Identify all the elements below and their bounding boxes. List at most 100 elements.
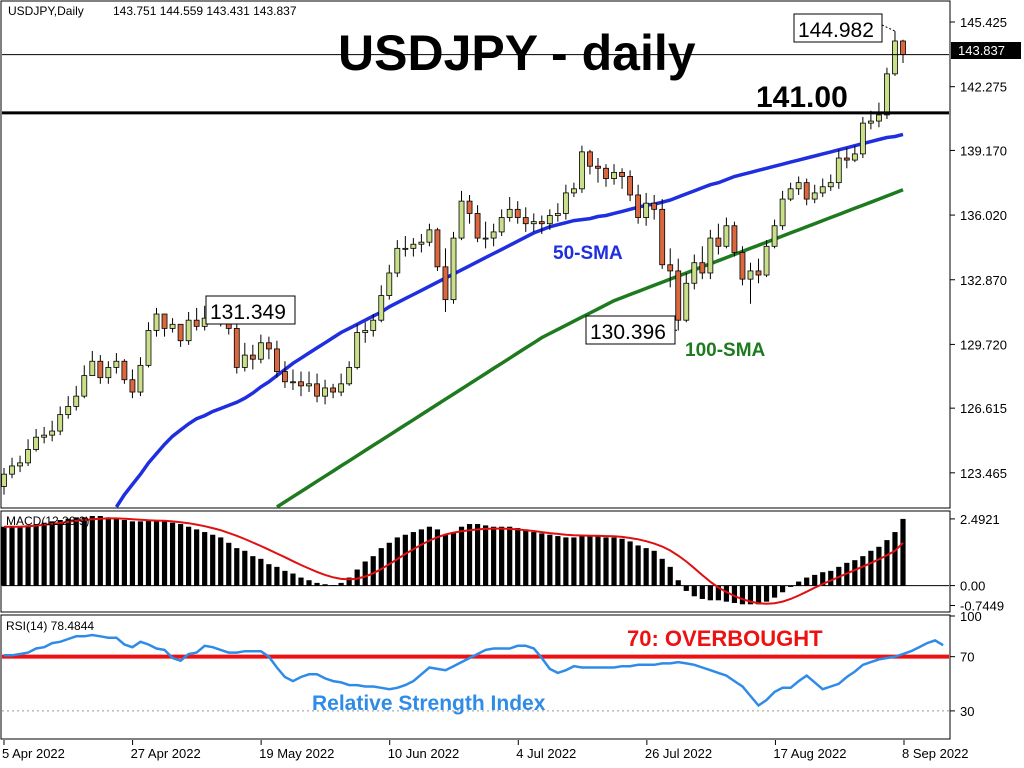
macd-bar: [65, 518, 71, 586]
candle: [442, 248, 449, 312]
macd-y-axis: 2.4921 0.00 -0.7449: [950, 512, 1004, 614]
candle: [739, 246, 746, 286]
candle: [619, 168, 625, 189]
candle: [884, 67, 890, 120]
candle: [579, 145, 585, 193]
bull-candle-body: [835, 157, 842, 184]
macd-bar: [563, 537, 569, 586]
bear-candle-body: [314, 383, 320, 397]
candle: [402, 236, 409, 257]
macd-bar: [378, 548, 384, 586]
macd-bar: [25, 525, 31, 586]
candle: [370, 314, 377, 337]
macd-bar: [458, 526, 465, 586]
macd-bar: [226, 542, 232, 586]
candle: [241, 342, 248, 372]
bull-candle-body: [707, 237, 714, 274]
macd-bar: [683, 585, 689, 591]
bear-candle-body: [282, 371, 288, 383]
candle: [410, 238, 417, 257]
candle: [843, 147, 850, 169]
macd-bar: [483, 525, 489, 586]
candle: [530, 213, 537, 232]
candle: [771, 219, 778, 249]
bull-candle-body: [747, 270, 754, 280]
macd-bar: [667, 566, 673, 586]
candle: [715, 223, 722, 255]
bear-candle-body: [731, 225, 738, 253]
candle: [892, 31, 898, 76]
bull-candle-body: [354, 332, 361, 368]
rsi-y-tick-label: 30: [960, 704, 974, 719]
macd-bar: [571, 537, 577, 586]
bull-candle-body: [426, 229, 433, 243]
macd-bar: [603, 537, 609, 586]
macd-bar: [828, 570, 834, 586]
candle: [434, 227, 441, 271]
candle: [346, 361, 353, 386]
candle: [177, 323, 184, 347]
macd-bar: [555, 536, 561, 586]
candle: [506, 197, 513, 222]
macd-bar: [354, 569, 360, 586]
bull-candle-body: [691, 262, 698, 284]
macd-bar: [177, 524, 184, 586]
candle: [105, 361, 112, 384]
macd-bar: [274, 566, 280, 586]
bull-candle-body: [338, 383, 345, 393]
macd-bar: [523, 529, 529, 586]
candle: [330, 383, 336, 399]
macd-y-tick-label: 2.4921: [960, 512, 1000, 527]
candle: [65, 396, 72, 419]
bull-candle-body: [17, 462, 23, 467]
x-tick-label: 10 Jun 2022: [388, 746, 460, 761]
bull-candle-body: [257, 342, 264, 360]
macd-bar: [731, 585, 738, 603]
candle: [611, 164, 617, 185]
bull-candle-body: [410, 243, 417, 249]
macd-bar: [723, 585, 730, 602]
price-y-tick-label: 145.425: [960, 15, 1007, 30]
candle: [651, 194, 658, 220]
macd-bar: [186, 526, 192, 586]
macd-bar: [370, 556, 376, 586]
candle: [731, 221, 738, 257]
macd-bar: [426, 526, 433, 586]
macd-bar: [73, 517, 79, 586]
macd-bar: [9, 526, 15, 586]
candle: [803, 178, 810, 206]
candle: [17, 455, 23, 473]
candle: [233, 322, 240, 374]
bear-candle-body: [514, 208, 521, 218]
bull-candle-body: [41, 434, 48, 438]
candle: [522, 207, 529, 232]
candle: [169, 318, 176, 333]
macd-bar: [547, 534, 553, 586]
bull-candle-body: [827, 182, 834, 188]
bull-candle-body: [787, 188, 794, 200]
candle: [482, 221, 489, 249]
macd-bar: [675, 580, 681, 586]
x-tick-label: 8 Sep 2022: [902, 746, 969, 761]
candle: [667, 248, 674, 288]
candle: [97, 355, 104, 384]
bull-candle-body: [394, 247, 401, 274]
high-label-144982-box: [793, 13, 883, 43]
candlestick-series: [1, 31, 906, 495]
candle: [354, 324, 361, 370]
bear-candle-body: [193, 319, 200, 327]
macd-bar: [763, 585, 770, 602]
candle: [643, 192, 650, 226]
bull-candle-body: [571, 188, 577, 194]
x-tick-label: 19 May 2022: [259, 746, 334, 761]
candle: [274, 340, 280, 378]
candle: [835, 149, 842, 189]
candle: [298, 371, 304, 397]
macd-bar: [218, 537, 224, 586]
macd-bar: [820, 572, 826, 586]
bull-candle-body: [362, 330, 369, 333]
candle: [426, 223, 433, 247]
bull-candle-body: [65, 406, 72, 416]
bear-candle-body: [739, 252, 746, 280]
bear-candle-body: [699, 262, 706, 274]
